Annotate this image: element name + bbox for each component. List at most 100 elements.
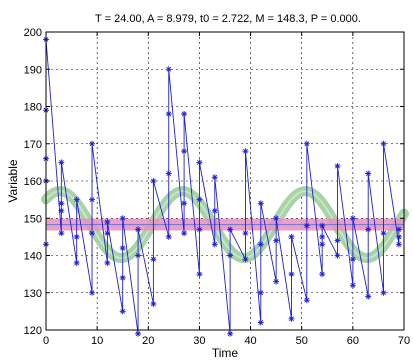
chart-title: T = 24.00, A = 8.979, t0 = 2.722, M = 14… (95, 13, 361, 25)
data-point (119, 245, 126, 252)
data-point (104, 259, 111, 266)
data-point (227, 226, 234, 233)
data-point (349, 282, 356, 289)
y-tick-label-6: 180 (24, 102, 42, 114)
x-axis-ticks: 0 10 20 30 40 50 60 70 (43, 32, 410, 347)
data-point (273, 278, 280, 285)
y-tick-label-5: 170 (24, 139, 42, 151)
data-point (73, 196, 80, 203)
data-point (257, 319, 264, 326)
data-point (319, 241, 326, 248)
data-point (73, 259, 80, 266)
data-point (211, 207, 218, 214)
y-tick-label-0: 120 (24, 325, 42, 337)
data-point (303, 222, 310, 229)
x-tick-label-7: 70 (398, 335, 410, 347)
data-point (365, 293, 372, 300)
data-point (227, 252, 234, 259)
data-point (334, 252, 341, 259)
data-point (395, 241, 402, 248)
y-tick-label-7: 190 (24, 64, 42, 76)
data-point (365, 170, 372, 177)
data-point (165, 66, 172, 73)
data-point (196, 226, 203, 233)
data-point (58, 200, 65, 207)
data-point (119, 215, 126, 222)
data-point (165, 233, 172, 240)
y-tick-label-3: 150 (24, 213, 42, 225)
data-point (334, 163, 341, 170)
x-tick-label-1: 10 (91, 335, 103, 347)
data-point (242, 230, 249, 237)
data-point (288, 271, 295, 278)
data-point (181, 230, 188, 237)
data-point (73, 233, 80, 240)
x-tick-label-2: 20 (142, 335, 154, 347)
data-point (89, 196, 96, 203)
data-point (104, 230, 111, 237)
data-point (119, 308, 126, 315)
data-point (257, 200, 264, 207)
y-tick-label-4: 160 (24, 176, 42, 188)
y-axis-ticks: 120 130 140 150 160 170 180 190 200 (24, 27, 404, 337)
y-tick-label-1: 130 (24, 288, 42, 300)
data-point (135, 330, 142, 337)
data-point (273, 215, 280, 222)
data-point (150, 178, 157, 184)
data-point (319, 233, 326, 240)
data-point (211, 174, 218, 181)
data-point (288, 233, 295, 240)
data-point (181, 148, 188, 155)
data-point (273, 237, 280, 244)
data-point (242, 256, 249, 263)
data-point (58, 230, 65, 237)
x-tick-label-0: 0 (43, 335, 49, 347)
data-point (150, 300, 157, 307)
data-point (380, 230, 387, 237)
data-point (242, 148, 249, 155)
data-point (349, 215, 356, 222)
data-point (303, 297, 310, 304)
data-point (181, 110, 188, 117)
y-tick-label-8: 200 (24, 27, 42, 39)
data-point (227, 330, 234, 337)
data-point (303, 140, 310, 147)
data-point (395, 226, 402, 233)
data-point (89, 289, 96, 296)
data-point (319, 271, 326, 278)
data-point (211, 241, 218, 248)
data-point (349, 256, 356, 263)
data-point (319, 222, 326, 229)
data-point (104, 218, 111, 225)
data-series-line (45, 39, 400, 334)
x-axis-label: Time (212, 346, 239, 360)
data-point (58, 207, 65, 214)
data-point (89, 230, 96, 237)
data-point (334, 237, 341, 244)
data-point (365, 226, 372, 233)
data-point (395, 233, 402, 240)
data-point (165, 110, 172, 117)
y-axis-label: Variable (6, 159, 20, 202)
x-tick-label-3: 30 (193, 335, 205, 347)
data-point (58, 159, 65, 166)
x-tick-label-5: 50 (296, 335, 308, 347)
data-point (196, 159, 203, 166)
data-point (380, 140, 387, 147)
data-point (119, 274, 126, 281)
data-point (288, 315, 295, 322)
data-point (89, 140, 96, 147)
data-point (380, 289, 387, 296)
data-point (257, 241, 264, 248)
x-tick-label-6: 60 (347, 335, 359, 347)
y-tick-label-2: 140 (24, 251, 42, 263)
data-point (135, 226, 142, 233)
data-point (196, 196, 203, 203)
data-point (196, 271, 203, 278)
data-point (181, 200, 188, 207)
data-point (150, 256, 157, 263)
data-point (135, 252, 142, 259)
x-tick-label-4: 40 (244, 335, 256, 347)
data-point (165, 170, 172, 177)
